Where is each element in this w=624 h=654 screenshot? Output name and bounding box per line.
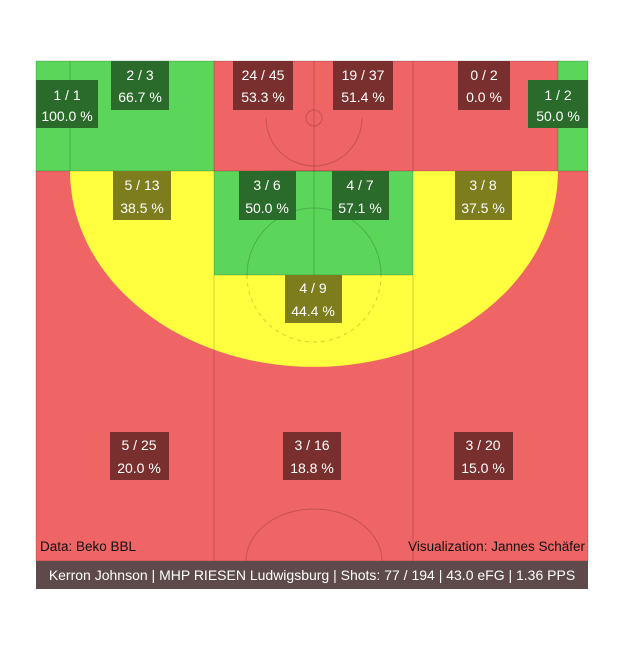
label-fraction: 5 / 25 [121,437,156,453]
label-box [113,171,171,220]
label-percentage: 38.5 % [120,200,164,216]
label-box [285,275,342,323]
label-fraction: 1 / 1 [53,87,80,103]
label-paint-right: 4 / 7 57.1 % [332,171,389,220]
label-percentage: 57.1 % [338,200,382,216]
label-box [528,80,588,128]
label-fraction: 1 / 2 [544,87,571,103]
footer-summary: Kerron Johnson | MHP RIESEN Ludwigsburg … [49,567,575,583]
label-box [283,432,341,480]
label-fraction: 3 / 8 [469,177,496,193]
label-percentage: 53.3 % [241,89,285,105]
label-box [36,80,98,128]
label-fraction: 0 / 2 [470,67,497,83]
zone-labels: 1 / 1 100.0 % 1 / 2 50.0 % 2 / 3 66.7 % … [36,61,588,480]
label-corner3-right: 1 / 2 50.0 % [528,80,588,128]
label-percentage: 15.0 % [461,460,505,476]
label-box [332,171,389,220]
label-percentage: 66.7 % [118,89,162,105]
label-three-center: 3 / 16 18.8 % [283,432,341,480]
label-box [454,432,513,480]
label-box [111,61,169,110]
label-percentage: 44.4 % [291,303,335,319]
label-wing-mid-right: 3 / 8 37.5 % [455,171,512,220]
label-baseline-mid-right: 0 / 2 0.0 % [458,61,510,110]
label-fraction: 3 / 6 [253,177,280,193]
label-box [233,61,293,110]
label-fraction: 4 / 9 [299,280,326,296]
label-wing-mid-left: 5 / 13 38.5 % [113,171,171,220]
label-box [455,171,512,220]
label-percentage: 50.0 % [245,200,289,216]
label-paint-left: 3 / 6 50.0 % [239,171,296,220]
footer-bar [36,561,588,589]
label-box [239,171,296,220]
label-box [333,61,393,110]
label-corner3-left: 1 / 1 100.0 % [36,80,98,128]
label-percentage: 51.4 % [341,89,385,105]
label-baseline-mid-left: 2 / 3 66.7 % [111,61,169,110]
label-box [110,432,169,480]
label-top-mid: 4 / 9 44.4 % [285,275,342,323]
data-source-credit: Data: Beko BBL [40,539,137,554]
label-fraction: 3 / 20 [465,437,500,453]
label-fraction: 5 / 13 [124,177,159,193]
label-box [458,61,510,110]
label-fraction: 19 / 37 [342,67,385,83]
visualization-credit: Visualization: Jannes Schäfer [408,539,585,554]
label-fraction: 4 / 7 [346,177,373,193]
label-percentage: 18.8 % [290,460,334,476]
court-zones [36,61,588,561]
label-three-right: 3 / 20 15.0 % [454,432,513,480]
label-percentage: 100.0 % [41,108,92,124]
label-three-left: 5 / 25 20.0 % [110,432,169,480]
label-fraction: 24 / 45 [242,67,285,83]
label-percentage: 50.0 % [536,108,580,124]
label-percentage: 37.5 % [461,200,505,216]
label-restricted-left: 24 / 45 53.3 % [233,61,293,110]
label-percentage: 0.0 % [466,89,502,105]
label-restricted-right: 19 / 37 51.4 % [333,61,393,110]
label-fraction: 3 / 16 [294,437,329,453]
label-fraction: 2 / 3 [126,67,153,83]
label-percentage: 20.0 % [117,460,161,476]
